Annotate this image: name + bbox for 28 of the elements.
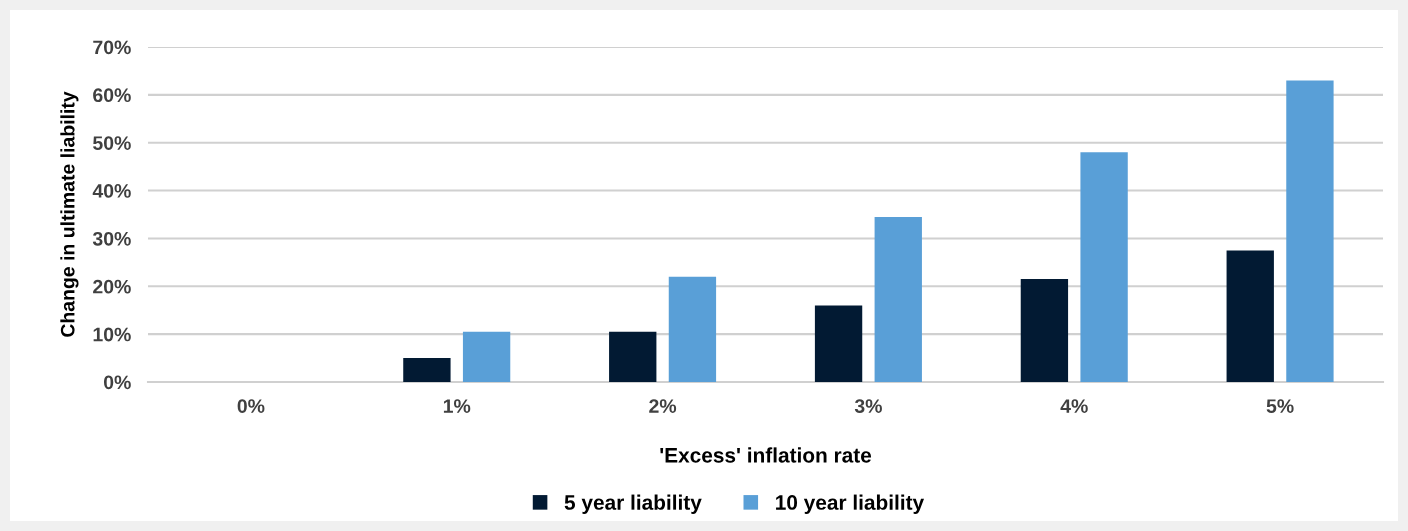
- y-tick-label: 30%: [92, 231, 131, 246]
- y-tick-label: 50%: [93, 136, 131, 150]
- x-tick-label: 0%: [237, 399, 265, 413]
- bar: [1226, 250, 1274, 382]
- x-tick-label: 2%: [649, 399, 677, 413]
- legend-label: 5 year liability: [564, 494, 702, 514]
- y-tick-label: 20%: [93, 279, 131, 294]
- y-tick-label: 70%: [93, 40, 131, 55]
- x-tick-label: 3%: [854, 399, 882, 413]
- bar: [1080, 152, 1128, 382]
- bar: [609, 331, 657, 382]
- bar: [874, 216, 922, 382]
- y-tick-label: 40%: [92, 184, 131, 198]
- x-axis-title: 'Excess' inflation rate: [660, 447, 872, 463]
- y-tick-label: 10%: [93, 327, 131, 342]
- y-tick-label: 60%: [93, 88, 131, 103]
- legend-label: 10 year liability: [776, 494, 925, 514]
- y-axis-title: Change in ultimate liability: [60, 91, 79, 337]
- x-tick-label: 4%: [1060, 399, 1088, 413]
- bar: [1286, 80, 1334, 382]
- x-tick-label: 1%: [443, 399, 471, 413]
- x-tick-label: 5%: [1266, 399, 1294, 413]
- bar: [668, 276, 717, 382]
- bar: [814, 305, 863, 382]
- bar: [462, 331, 511, 382]
- bar: [403, 358, 451, 382]
- bar: [1020, 279, 1069, 382]
- y-tick-label: 0%: [104, 375, 131, 390]
